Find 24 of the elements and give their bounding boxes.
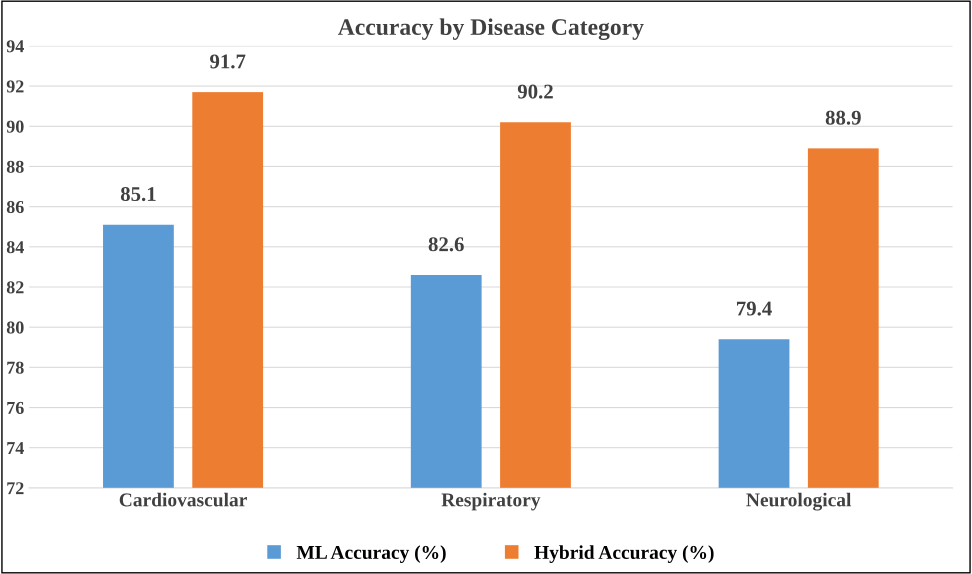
- y-tick-label: 82: [6, 281, 24, 294]
- x-tick-label: Respiratory: [442, 492, 540, 510]
- y-tick-label: 76: [7, 402, 24, 414]
- y-tick-label: 92: [6, 80, 24, 93]
- y-tick-label: 80: [6, 321, 24, 334]
- y-tick-label: 84: [6, 241, 24, 254]
- legend-label: Hybrid Accuracy (%): [534, 545, 714, 563]
- data-label: 79.4: [736, 302, 772, 316]
- legend-label: ML Accuracy (%): [296, 545, 446, 563]
- y-tick-label: 72: [7, 482, 24, 494]
- chart-title: Accuracy by Disease Category: [338, 18, 644, 40]
- y-tick-label: 94: [6, 40, 24, 52]
- data-label: 91.7: [210, 54, 246, 69]
- x-tick-label: Cardiovascular: [120, 492, 247, 506]
- y-tick-label: 74: [7, 442, 24, 454]
- x-tick-label: Neurological: [746, 492, 852, 511]
- y-tick-label: 90: [6, 120, 24, 133]
- y-tick-label: 78: [7, 362, 24, 374]
- data-label: 82.6: [428, 237, 464, 252]
- y-tick-label: 86: [6, 200, 24, 214]
- data-label: 85.1: [120, 186, 156, 202]
- data-label: 90.2: [518, 84, 553, 99]
- y-tick-label: 88: [6, 160, 24, 173]
- data-label: 88.9: [826, 110, 861, 125]
